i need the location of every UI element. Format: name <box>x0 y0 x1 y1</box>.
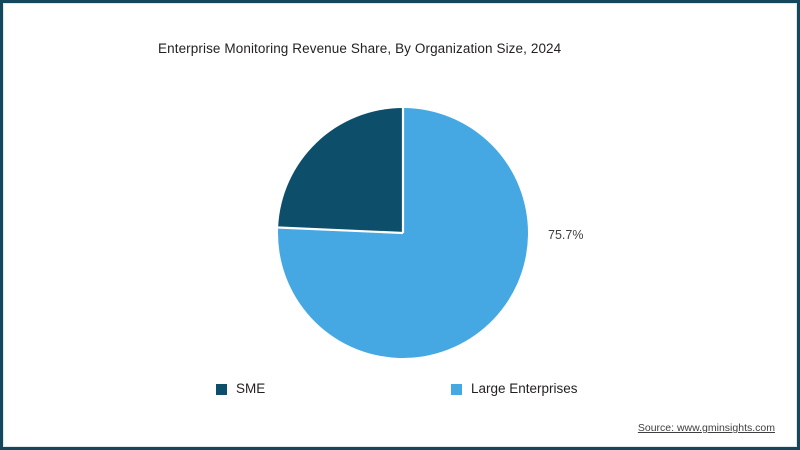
legend-label-sme: SME <box>236 381 266 397</box>
chart-legend: SME Large Enterprises <box>3 379 797 403</box>
pie-slice-sme[interactable] <box>278 107 403 233</box>
legend-label-large-enterprises: Large Enterprises <box>471 381 578 397</box>
pie-chart <box>273 103 533 363</box>
pie-slice-separator <box>278 226 404 235</box>
legend-item-large-enterprises[interactable]: Large Enterprises <box>451 379 578 399</box>
pie-chart-svg <box>277 107 528 358</box>
legend-item-sme[interactable]: SME <box>216 379 265 399</box>
source-attribution: Source: www.gminsights.com <box>637 422 775 434</box>
pie-value-label-large-enterprises: 75.7% <box>548 228 584 242</box>
legend-swatch-icon <box>451 383 462 395</box>
page-title: Enterprise Monitoring Revenue Share, By … <box>158 41 562 56</box>
legend-swatch-icon <box>216 383 227 395</box>
